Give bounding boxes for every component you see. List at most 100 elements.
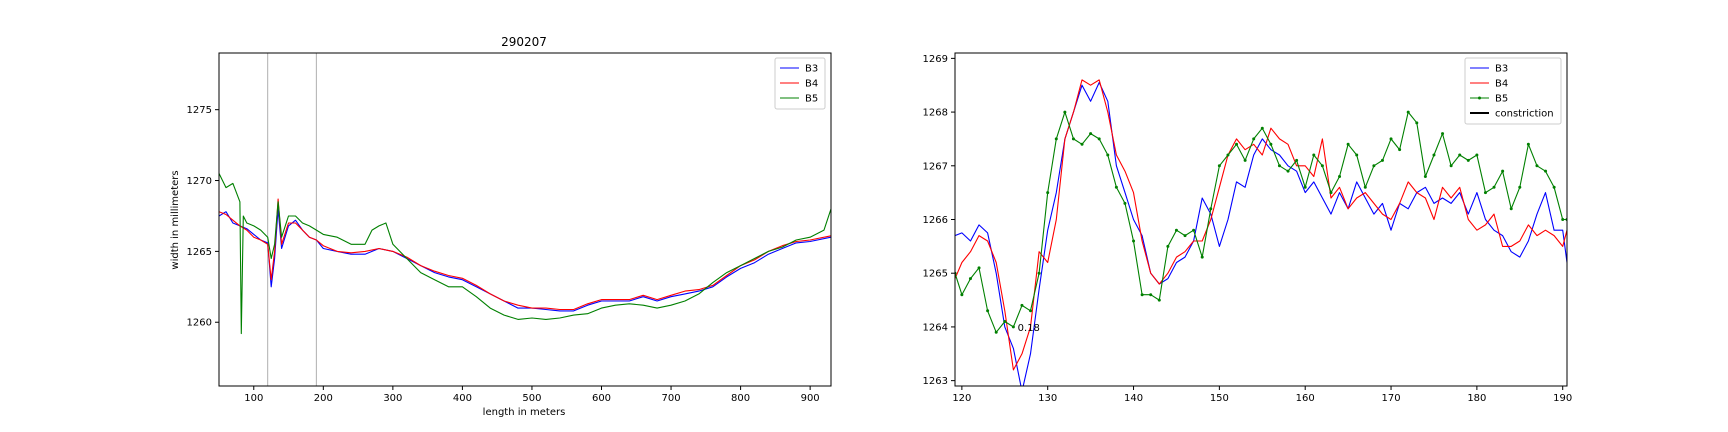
right-series-b5-point <box>1363 185 1367 189</box>
right-series-b5-point <box>1226 153 1230 157</box>
right-series-b5-point <box>1415 121 1419 125</box>
right-series-b5-point <box>1277 164 1281 168</box>
right-series-b5-point <box>986 309 990 313</box>
right-series-b5-point <box>1106 153 1110 157</box>
left-xtick-label: 500 <box>522 393 541 404</box>
right-series-b5-point <box>1389 137 1393 141</box>
left-xtick-label: 900 <box>801 393 820 404</box>
right-series-b5-point <box>1475 153 1479 157</box>
right-series-b5-point <box>1243 158 1247 162</box>
right-legend-marker-b5 <box>1478 96 1481 100</box>
left-chart-ylabel: width in millimeters <box>170 170 181 269</box>
right-series-b5-point <box>1140 293 1144 297</box>
right-series-b5-point <box>1260 126 1264 130</box>
right-legend-box <box>1464 57 1562 125</box>
right-ytick-label: 1263 <box>923 376 948 387</box>
right-series-b5-point <box>1252 137 1256 141</box>
right-series-b5-point <box>1200 255 1204 259</box>
left-xtick-label: 400 <box>453 393 472 404</box>
right-series-b5-point <box>1295 158 1299 162</box>
left-chart: 290207 length in meters width in millime… <box>170 35 832 418</box>
right-ytick-label: 1267 <box>923 161 948 172</box>
left-legend-label-b5: B5 <box>805 94 818 105</box>
right-series-b5-point <box>1423 175 1427 179</box>
left-ytick-label: 1270 <box>187 176 212 187</box>
right-xtick-label: 130 <box>1038 393 1057 404</box>
right-series-b5-point <box>1518 185 1522 189</box>
right-series-b5-point <box>1380 158 1384 162</box>
right-series-b5-point <box>1235 142 1239 146</box>
right-series-b5-point <box>1286 169 1290 173</box>
right-series-b5-point <box>1183 234 1187 238</box>
right-series-b5-point <box>1320 164 1324 168</box>
left-xtick-label: 100 <box>244 393 263 404</box>
right-series-b5-point <box>1372 164 1376 168</box>
right-series-b5-point <box>1535 164 1539 168</box>
right-legend-label-constriction: constriction <box>1495 109 1554 120</box>
right-series-b5-point <box>1174 228 1178 232</box>
left-legend-label-b4: B4 <box>805 79 818 90</box>
left-xtick-label: 600 <box>592 393 611 404</box>
right-legend-label-b5: B5 <box>1495 94 1508 105</box>
right-series-b5-point <box>1071 137 1075 141</box>
right-series-b5-point <box>1114 185 1118 189</box>
right-series-b5-point <box>1526 142 1530 146</box>
right-series-b5-point <box>1329 191 1333 195</box>
right-series-b5-point <box>960 293 964 297</box>
right-series-b5-point <box>994 330 998 334</box>
right-series-b5-line <box>955 111 1567 333</box>
right-chart-annotation: 0.18 <box>1018 323 1040 334</box>
left-ytick-label: 1275 <box>187 105 212 116</box>
right-ytick-label: 1264 <box>923 322 948 333</box>
right-series-b5-point <box>1355 153 1359 157</box>
left-legend-box <box>774 57 826 110</box>
right-series-b5-point <box>1483 191 1487 195</box>
left-chart-frame <box>218 52 832 387</box>
right-series-b5-point <box>1432 153 1436 157</box>
left-chart-title: 290207 <box>501 35 547 49</box>
right-series-b5-point <box>1123 201 1127 205</box>
right-series-b5-point <box>1149 293 1153 297</box>
left-legend-label-b3: B3 <box>805 64 818 75</box>
right-series-b5-point <box>1029 309 1033 313</box>
right-series-b5-point <box>1209 207 1213 211</box>
left-series-b4-line <box>219 198 831 311</box>
right-series-b5-point <box>977 266 981 270</box>
right-series-b5-point <box>1269 142 1273 146</box>
left-ytick-label: 1265 <box>187 247 212 258</box>
right-series-b5-point <box>1552 185 1556 189</box>
right-series-b5-point <box>1132 239 1136 243</box>
right-series-b5-point <box>1089 132 1093 136</box>
right-legend-label-b3: B3 <box>1495 64 1508 75</box>
right-series-b5-point <box>1492 185 1496 189</box>
right-series-b5-point <box>1157 298 1161 302</box>
right-series-b5-point <box>1544 169 1548 173</box>
right-series-b5-point <box>1312 153 1316 157</box>
right-series-b5-point <box>1011 325 1015 329</box>
right-series-b5-point <box>1166 244 1170 248</box>
right-legend-label-b4: B4 <box>1495 79 1508 90</box>
right-series-b5-point <box>1054 137 1058 141</box>
right-series-b5-point <box>1346 142 1350 146</box>
right-series-b5-point <box>1020 303 1024 307</box>
right-series-b5-point <box>1561 218 1565 221</box>
right-xtick-label: 160 <box>1296 393 1315 404</box>
right-xtick-label: 170 <box>1381 393 1400 404</box>
right-xtick-label: 190 <box>1553 393 1572 404</box>
right-ytick-label: 1268 <box>923 108 948 119</box>
right-series-b5-point <box>1217 164 1221 168</box>
left-series-b3-line <box>219 208 831 312</box>
right-series-b5-point <box>1441 132 1445 136</box>
right-xtick-label: 150 <box>1210 393 1229 404</box>
right-series-b5-point <box>1406 110 1410 114</box>
right-series-b5-point <box>1449 164 1453 168</box>
left-series-b5-line <box>219 173 831 335</box>
right-series-b5-point <box>1003 320 1007 324</box>
right-xtick-label: 140 <box>1124 393 1143 404</box>
right-series-b3-line <box>955 81 1567 386</box>
right-series-b5-point <box>968 277 972 281</box>
right-series-b5-point <box>1466 158 1470 162</box>
right-series-b5-point <box>1338 175 1342 179</box>
right-ytick-label: 1269 <box>923 54 948 65</box>
